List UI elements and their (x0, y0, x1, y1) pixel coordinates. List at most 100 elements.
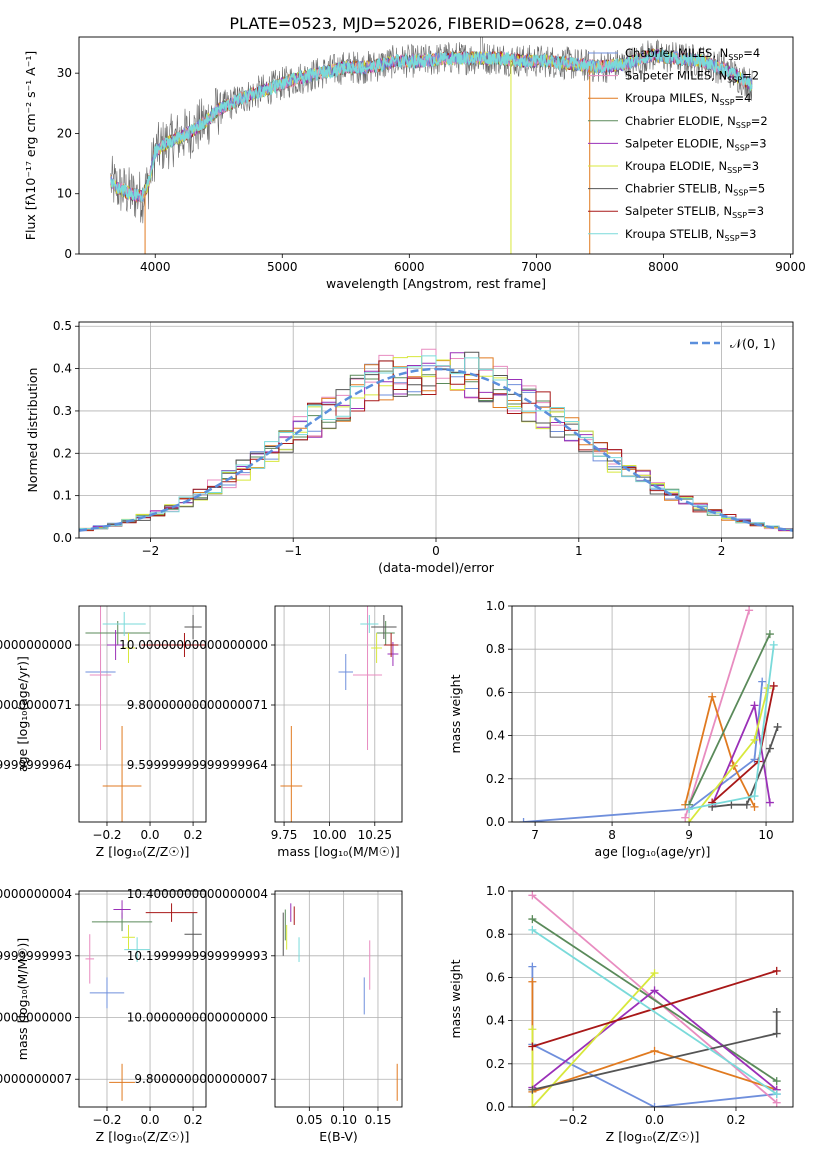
legend-label-normal: 𝒩(0, 1) (730, 336, 776, 351)
weight-line-salpeter_miles (531, 894, 778, 1104)
weight-marker-kroupa_elodie (685, 818, 694, 822)
y-tick-label: 0.8 (486, 642, 505, 656)
weight-marker-chabrier_stelib (773, 722, 782, 731)
x-tick-label: −1 (284, 544, 302, 558)
y-tick-label: 0.2 (486, 1057, 505, 1071)
y-tick-label: 9.59999999999999964 (127, 758, 268, 772)
x-tick-label: 0.0 (140, 828, 159, 842)
weight-marker-chabrier_miles (528, 962, 537, 971)
chart-mass_ebv: 0.05 0.10 0.15 9.8000000000000007 10.0000000… (127, 887, 403, 1144)
weight-marker-chabrier_elodie (765, 630, 774, 639)
y-tick-label: 0 (64, 247, 72, 261)
legend-label-kroupa_miles: Kroupa MILES, NSSP=4 (625, 91, 751, 107)
chart-mw_age: 7 8 9 10 0.0 0.2 0.4 0.6 0.8 1.0 age [log₁₀(age/yr… (448, 599, 794, 859)
weight-marker-kroupa_stelib (685, 805, 694, 814)
x-tick-label: 10.00 (312, 828, 346, 842)
axes-frame (78, 605, 207, 823)
weight-line-chabrier_elodie (688, 633, 771, 806)
weight-marker-kroupa_elodie (528, 1025, 537, 1034)
x-tick-label: 8000 (648, 260, 679, 274)
weight-marker-salpeter_miles (745, 606, 754, 615)
weight-line-salpeter_elodie (711, 702, 771, 806)
y-tick-label: 1.0 (486, 599, 505, 613)
y-tick-label: 9.80000000000000071 (0, 698, 72, 712)
weight-marker-chabrier_stelib (772, 1007, 781, 1016)
y-tick-label: 10.00000000000000000 (119, 638, 268, 652)
legend-label-salpeter_elodie: Salpeter ELODIE, NSSP=3 (625, 136, 767, 152)
legend-label-chabrier_stelib: Chabrier STELIB, NSSP=5 (625, 182, 765, 198)
weight-marker-kroupa_elodie (650, 969, 659, 978)
observed-spectrum (110, 37, 753, 224)
x-tick-label: 9000 (775, 260, 806, 274)
weight-marker-kroupa_miles (708, 692, 717, 701)
y-tick-label: 1.0 (486, 884, 505, 898)
weight-marker-kroupa_miles (750, 802, 759, 811)
weight-marker-kroupa_stelib (769, 640, 778, 649)
x-tick-label: −0.2 (92, 828, 121, 842)
plot-area (280, 606, 399, 822)
weight-marker-kroupa_elodie (750, 735, 759, 744)
y-tick-label: 0.0 (53, 531, 72, 545)
y-axis-label: mass weight (448, 674, 463, 753)
y-axis-label: age [log₁₀(age/yr)] (15, 656, 30, 772)
x-tick-label: 0.2 (726, 1113, 745, 1127)
y-axis-label: Flux [fλ10⁻¹⁷ erg cm⁻² s⁻¹ A⁻¹] (23, 51, 38, 240)
x-tick-label: −0.2 (559, 1113, 588, 1127)
y-tick-label: 10.4000000000000004 (0, 887, 72, 901)
weight-marker-salpeter_stelib (528, 1042, 537, 1051)
x-tick-label: 8 (608, 828, 616, 842)
chart-mass_z: −0.2 0.0 0.2 9.8000000000000007 10.000000000… (0, 887, 207, 1144)
y-tick-label: 20 (57, 126, 72, 140)
y-tick-label: 9.59999999999999964 (0, 758, 72, 772)
x-tick-label: 0.05 (296, 1113, 323, 1127)
legend-label-chabrier_miles: Chabrier MILES, NSSP=4 (625, 46, 760, 62)
axes-frame (78, 36, 794, 255)
weight-marker-chabrier_stelib (528, 1085, 537, 1094)
y-tick-label: 10.00000000000000000 (0, 638, 72, 652)
x-axis-label: Z [log₁₀(Z/Z☉)] (606, 1129, 700, 1144)
x-tick-label: 0.10 (330, 1113, 357, 1127)
weight-marker-salpeter_elodie (650, 986, 659, 995)
weight-marker-chabrier_stelib (727, 800, 736, 809)
y-axis-label: mass [log₁₀(M/M☉)] (15, 938, 30, 1060)
y-tick-label: 9.8000000000000007 (134, 1072, 268, 1086)
x-axis-label: E(B-V) (319, 1129, 358, 1144)
y-tick-label: 0.2 (486, 772, 505, 786)
weight-marker-chabrier_stelib (765, 744, 774, 753)
axes-frame (274, 605, 403, 823)
y-tick-label: 10 (57, 187, 72, 201)
legend-label-salpeter_stelib: Salpeter STELIB, NSSP=3 (625, 204, 764, 220)
x-tick-label: 0.0 (645, 1113, 664, 1127)
y-tick-label: 9.8000000000000007 (0, 1072, 72, 1086)
y-tick-label: 0.8 (486, 927, 505, 941)
y-tick-label: 10.1999999999999993 (0, 949, 72, 963)
x-tick-label: 4000 (140, 260, 171, 274)
weight-line-chabrier_elodie (531, 918, 778, 1082)
weight-marker-chabrier_miles (758, 677, 767, 686)
chart-mw_z: −0.2 0.0 0.2 0.0 0.2 0.4 0.6 0.8 1.0 Z [log₁₀(Z/Z… (448, 884, 794, 1144)
y-tick-label: 0.3 (53, 404, 72, 418)
weight-marker-chabrier_elodie (528, 915, 537, 924)
plot-area (79, 348, 793, 532)
y-tick-label: 0.6 (486, 970, 505, 984)
axes-frame (78, 890, 207, 1108)
y-tick-label: 10.4000000000000004 (127, 887, 268, 901)
legend-label-kroupa_elodie: Kroupa ELODIE, NSSP=3 (625, 159, 759, 175)
weight-marker-kroupa_miles (528, 977, 537, 986)
plot-area (519, 606, 782, 822)
plot-area (85, 900, 202, 1101)
x-axis-label: mass [log₁₀(M/M☉)] (277, 844, 399, 859)
plot-area (110, 37, 753, 254)
weight-marker-chabrier_stelib (772, 1029, 781, 1038)
y-tick-label: 30 (57, 66, 72, 80)
y-tick-label: 0.0 (486, 1100, 505, 1114)
legend: Chabrier MILES, NSSP=4 Salpeter MILES, NS… (588, 46, 768, 243)
y-tick-label: 10.1999999999999993 (127, 949, 268, 963)
chart-age_mass: 9.75 10.00 10.25 9.59999999999999964 9.80000… (119, 605, 403, 859)
weight-marker-chabrier_miles (650, 1103, 659, 1107)
x-tick-label: 0 (432, 544, 440, 558)
plot-area (85, 606, 206, 822)
plot-area (282, 903, 398, 1101)
weight-line-salpeter_stelib (532, 970, 777, 1048)
